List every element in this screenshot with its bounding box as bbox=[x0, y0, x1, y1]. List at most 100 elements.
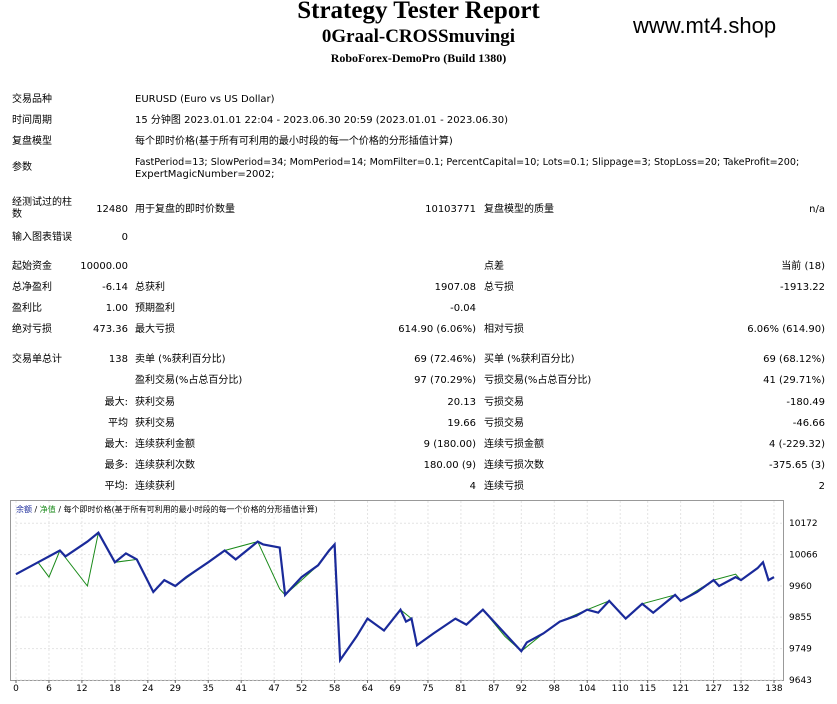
avg-loss-label: 亏损交易 bbox=[484, 418, 524, 429]
long-trades-value: 69 (68.12%) bbox=[763, 354, 825, 365]
balance-series-line bbox=[15, 531, 775, 664]
cons-wins-value: 9 (180.00) bbox=[423, 439, 476, 450]
x-tick-label: 29 bbox=[170, 684, 182, 694]
balance-chart: 10172 10066 9960 9855 9749 9643 0 6 12 18 24 29 35 4… bbox=[10, 500, 818, 694]
chart-grid bbox=[15, 501, 783, 681]
legend-description: / 每个即时价格(基于所有可利用的最小时段的每一个价格的分形插值计算) bbox=[55, 505, 318, 514]
model-value: 每个即时价格(基于所有可利用的最小时段的每一个价格的分形插值计算) bbox=[135, 136, 453, 147]
abs-drawdown-value: 473.36 bbox=[93, 324, 128, 335]
x-tick-label: 115 bbox=[639, 684, 656, 694]
rel-drawdown-value: 6.06% (614.90) bbox=[747, 324, 825, 335]
watermark: www.mt4.shop bbox=[633, 13, 777, 38]
deposit-value: 10000.00 bbox=[80, 261, 128, 272]
legend-balance: 余额 bbox=[16, 505, 32, 514]
y-tick-label: 9960 bbox=[789, 582, 812, 592]
most-prefix: 最多: bbox=[104, 460, 128, 471]
cons-wins-label: 连续获利金额 bbox=[135, 439, 195, 450]
profit-trades-value: 97 (70.29%) bbox=[414, 375, 476, 386]
model-label: 复盘模型 bbox=[12, 136, 52, 147]
largest-profit-label: 获利交易 bbox=[135, 397, 175, 408]
x-tick-label: 64 bbox=[362, 684, 374, 694]
deposit-label: 起始资金 bbox=[12, 261, 52, 272]
avg-cons-prefix: 平均: bbox=[104, 481, 128, 492]
net-profit-label: 总净盈利 bbox=[12, 282, 52, 293]
period-value: 15 分钟图 2023.01.01 22:04 - 2023.06.30 20:… bbox=[135, 115, 509, 126]
largest-profit-value: 20.13 bbox=[447, 397, 476, 408]
x-tick-label: 121 bbox=[672, 684, 689, 694]
profit-factor-value: 1.00 bbox=[105, 303, 128, 314]
symbol-value: EURUSD (Euro vs US Dollar) bbox=[135, 94, 275, 105]
ticks-value: 10103771 bbox=[425, 204, 476, 215]
x-tick-label: 98 bbox=[549, 684, 561, 694]
net-profit-value: -6.14 bbox=[102, 282, 128, 293]
x-tick-label: 138 bbox=[765, 684, 782, 694]
cons-loss-value: -375.65 (3) bbox=[769, 460, 825, 471]
bars-label-2: 数 bbox=[12, 209, 22, 220]
quality-value: n/a bbox=[809, 204, 825, 215]
ticks-label: 用于复盘的即时价数量 bbox=[135, 204, 235, 215]
errors-label: 输入图表错误 bbox=[12, 232, 72, 243]
x-tick-label: 12 bbox=[76, 684, 87, 694]
y-axis: 10172 10066 9960 9855 9749 9643 bbox=[789, 519, 818, 686]
legend-equity: 净值 bbox=[39, 505, 56, 514]
average-prefix: 平均 bbox=[108, 418, 128, 429]
max-cons-prefix: 最大: bbox=[104, 439, 128, 450]
avg-profit-value: 19.66 bbox=[447, 418, 476, 429]
x-tick-label: 69 bbox=[389, 684, 401, 694]
y-tick-label: 10066 bbox=[789, 551, 818, 561]
x-axis: 0 6 12 18 24 29 35 41 47 52 58 64 69 75 81 87 92 98 104 110… bbox=[13, 680, 783, 694]
y-tick-label: 9749 bbox=[789, 645, 812, 655]
server-build: RoboForex-DemoPro (Build 1380) bbox=[330, 51, 507, 65]
plot-frame bbox=[10, 500, 784, 681]
y-tick-label: 9855 bbox=[789, 613, 812, 623]
cons-losses-value: 4 (-229.32) bbox=[769, 439, 825, 450]
total-trades-label: 交易单总计 bbox=[12, 354, 62, 365]
x-tick-label: 110 bbox=[612, 684, 629, 694]
params-line-1: FastPeriod=13; SlowPeriod=34; MomPeriod=… bbox=[135, 157, 800, 168]
x-tick-label: 52 bbox=[296, 684, 307, 694]
payoff-label: 预期盈利 bbox=[135, 303, 175, 314]
avg-cons-wins-value: 4 bbox=[469, 481, 476, 492]
report-title: Strategy Tester Report bbox=[297, 0, 540, 24]
x-tick-label: 132 bbox=[732, 684, 749, 694]
x-tick-label: 47 bbox=[268, 684, 279, 694]
max-drawdown-value: 614.90 (6.06%) bbox=[398, 324, 476, 335]
cons-profit-value: 180.00 (9) bbox=[423, 460, 476, 471]
x-tick-label: 24 bbox=[142, 684, 154, 694]
payoff-value: -0.04 bbox=[450, 303, 476, 314]
avg-profit-label: 获利交易 bbox=[135, 418, 175, 429]
abs-drawdown-label: 绝对亏损 bbox=[12, 324, 52, 335]
x-tick-label: 35 bbox=[203, 684, 214, 694]
x-tick-label: 92 bbox=[516, 684, 527, 694]
loss-trades-label: 亏损交易(%占总百分比) bbox=[484, 375, 592, 386]
largest-loss-value: -180.49 bbox=[786, 397, 825, 408]
avg-cons-losses-label: 连续亏损 bbox=[484, 481, 524, 492]
long-trades-label: 买单 (%获利百分比) bbox=[484, 354, 575, 365]
bars-label-1: 经测试过的柱 bbox=[12, 197, 72, 208]
profit-factor-label: 盈利比 bbox=[12, 303, 42, 314]
x-tick-label: 87 bbox=[488, 684, 499, 694]
short-trades-value: 69 (72.46%) bbox=[414, 354, 476, 365]
x-tick-label: 6 bbox=[46, 684, 52, 694]
x-tick-label: 75 bbox=[422, 684, 433, 694]
chart-legend: 余额 / 净值 / 每个即时价格(基于所有可利用的最小时段的每一个价格的分形插值… bbox=[16, 504, 318, 515]
gross-profit-value: 1907.08 bbox=[434, 282, 476, 293]
x-tick-label: 127 bbox=[705, 684, 722, 694]
cons-losses-label: 连续亏损金额 bbox=[484, 439, 544, 450]
symbol-label: 交易品种 bbox=[12, 94, 52, 105]
cons-loss-label: 连续亏损次数 bbox=[484, 460, 544, 471]
period-label: 时间周期 bbox=[12, 115, 52, 126]
x-tick-label: 18 bbox=[109, 684, 121, 694]
x-tick-label: 58 bbox=[329, 684, 341, 694]
x-tick-label: 41 bbox=[235, 684, 246, 694]
params-line-2: ExpertMagicNumber=2002; bbox=[135, 169, 275, 180]
y-tick-label: 10172 bbox=[789, 519, 818, 529]
quality-label: 复盘模型的质量 bbox=[484, 204, 554, 215]
largest-loss-label: 亏损交易 bbox=[484, 397, 524, 408]
errors-value: 0 bbox=[121, 232, 128, 243]
short-trades-label: 卖单 (%获利百分比) bbox=[135, 354, 226, 365]
avg-loss-value: -46.66 bbox=[792, 418, 825, 429]
total-trades-value: 138 bbox=[108, 354, 128, 365]
profit-trades-label: 盈利交易(%占总百分比) bbox=[135, 375, 243, 386]
loss-trades-value: 41 (29.71%) bbox=[763, 375, 825, 386]
